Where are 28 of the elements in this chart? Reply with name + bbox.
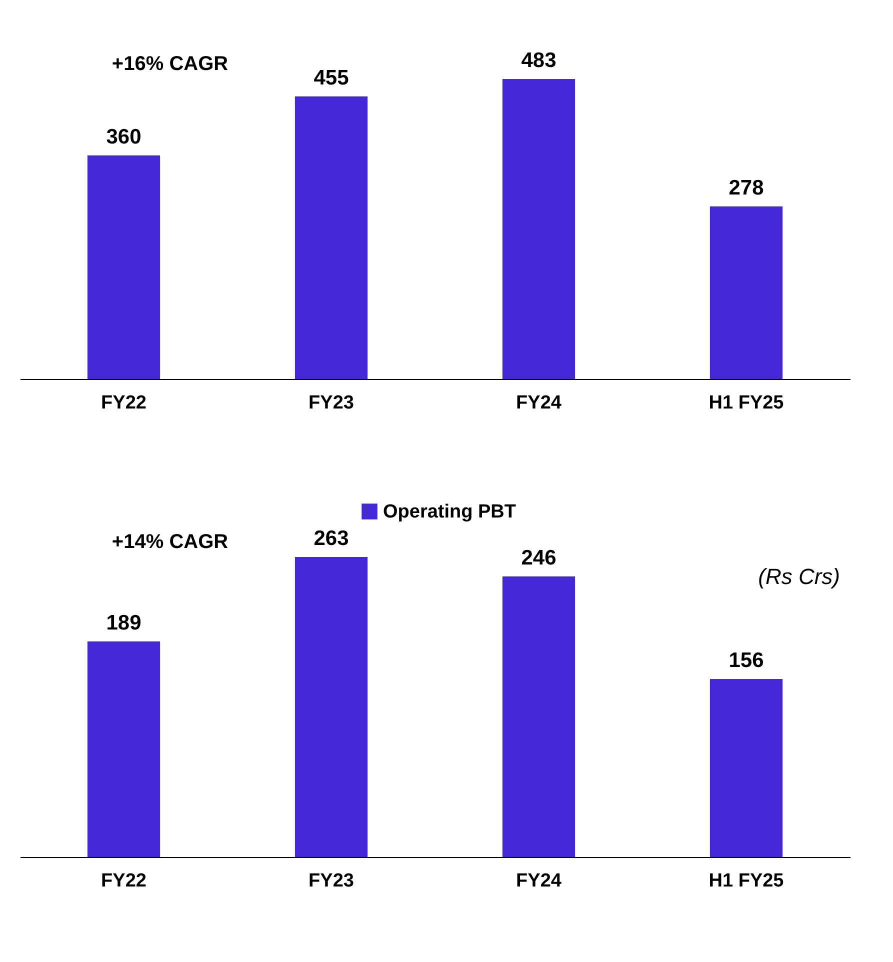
bar (294, 96, 368, 379)
x-tick-label: FY24 (516, 392, 562, 414)
bar (87, 155, 160, 379)
bar (294, 557, 368, 857)
x-tick-label: FY23 (308, 392, 354, 414)
bar (87, 641, 160, 857)
legend-label: Operating PBT (383, 502, 516, 522)
text: +14% CAGR (112, 531, 229, 553)
data-label: 455 (314, 66, 350, 90)
x-tick-label: H1 FY25 (708, 870, 784, 892)
bar (710, 206, 783, 379)
data-label: 156 (728, 649, 764, 672)
x-tick-label: FY23 (308, 870, 354, 892)
data-label: 246 (521, 546, 556, 570)
bar (502, 79, 576, 379)
x-tick-label: FY22 (101, 870, 146, 892)
data-label: 263 (314, 527, 349, 550)
text: +16% CAGR (112, 53, 229, 75)
bar (502, 576, 576, 857)
bar (710, 679, 783, 857)
data-label: 189 (106, 611, 142, 634)
x-tick-label: FY24 (516, 870, 562, 892)
data-label: 278 (728, 176, 764, 200)
x-tick-label: FY22 (101, 392, 146, 414)
annotation: (Rs Crs) (758, 564, 840, 589)
data-label: 483 (521, 49, 556, 72)
data-label: 360 (106, 125, 142, 148)
x-tick-label: H1 FY25 (708, 392, 784, 414)
